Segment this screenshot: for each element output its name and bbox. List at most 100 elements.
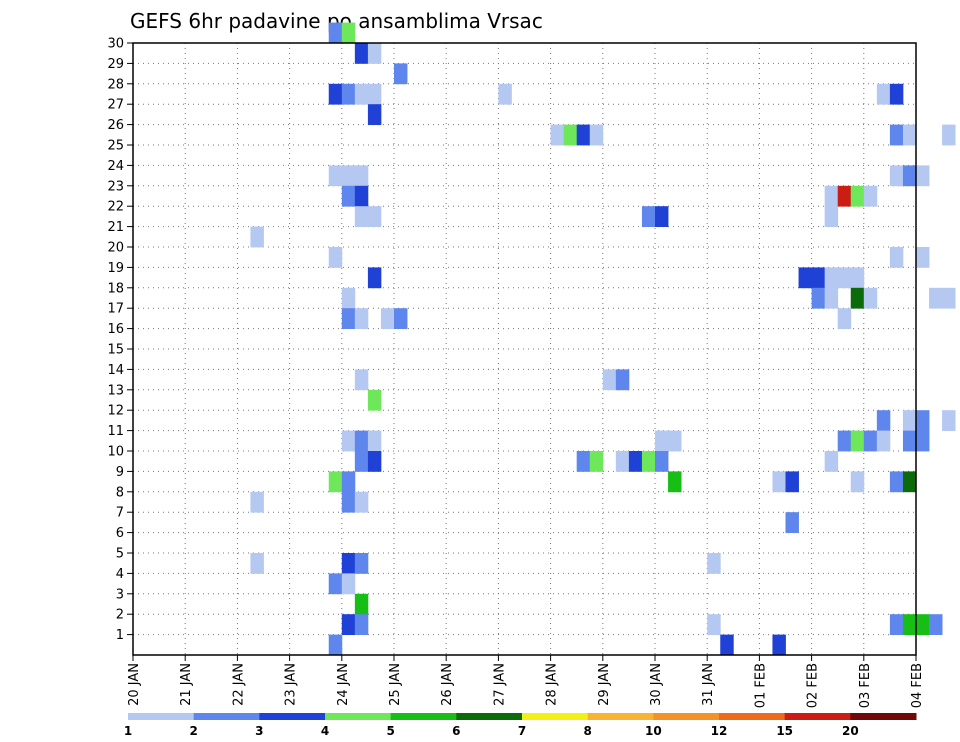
heatmap-cell <box>328 634 343 656</box>
heatmap-cell <box>328 22 343 44</box>
heatmap-cell <box>916 614 930 635</box>
heatmap-cell <box>354 553 369 574</box>
heatmap-cell <box>341 491 356 513</box>
heatmap-cell <box>785 471 799 493</box>
heatmap-cell <box>889 83 904 105</box>
x-tick-label: 20 JAN <box>127 663 142 706</box>
heatmap-cell <box>615 369 630 391</box>
heatmap-cell <box>720 634 734 656</box>
heatmap-cell <box>707 553 721 574</box>
heatmap-cell <box>628 451 643 472</box>
heatmap-cell <box>850 185 865 207</box>
heatmap-cell <box>942 410 956 431</box>
y-tick-label: 21 <box>107 220 124 235</box>
heatmap-cell <box>889 124 904 146</box>
legend-label: 20 <box>842 724 859 738</box>
heatmap-cell <box>902 471 917 493</box>
heatmap-cells <box>250 22 956 656</box>
heatmap-cell <box>655 206 669 227</box>
heatmap-cell <box>367 389 382 411</box>
heatmap-cell <box>837 185 852 207</box>
heatmap-cell <box>250 553 264 574</box>
heatmap-cell <box>863 185 878 207</box>
heatmap-cell <box>641 206 656 227</box>
heatmap-cell <box>354 451 369 472</box>
heatmap-cell <box>354 206 369 227</box>
legend-label: 12 <box>711 724 728 738</box>
legend-swatch <box>128 713 195 720</box>
y-tick-label: 7 <box>116 506 124 521</box>
heatmap-cell <box>811 267 826 289</box>
legend-swatch <box>587 713 654 720</box>
legend-swatch <box>390 713 457 720</box>
heatmap-cell <box>837 267 852 289</box>
x-tick-label: 01 FEB <box>753 663 768 708</box>
heatmap-cell <box>341 83 356 105</box>
heatmap-cell <box>707 614 721 635</box>
heatmap-cell <box>367 430 382 452</box>
heatmap-cell <box>916 430 930 452</box>
legend-label: 5 <box>386 724 394 738</box>
heatmap-cell <box>916 410 930 431</box>
heatmap-cell <box>641 451 656 472</box>
y-tick-label: 25 <box>107 139 124 154</box>
heatmap-cell <box>850 430 865 452</box>
heatmap-cell <box>850 471 865 493</box>
heatmap-cell <box>837 308 852 329</box>
heatmap-cell <box>902 410 917 431</box>
heatmap-cell <box>863 287 878 309</box>
legend-swatch <box>784 713 851 720</box>
heatmap-cell <box>889 247 904 268</box>
x-tick-label: 23 JAN <box>284 663 299 706</box>
heatmap-cell <box>942 287 956 309</box>
heatmap-cell <box>563 124 578 146</box>
heatmap-cell <box>850 267 865 289</box>
y-tick-label: 2 <box>116 608 124 623</box>
y-tick-label: 9 <box>116 465 124 480</box>
heatmap-cell <box>394 308 408 329</box>
y-tick-label: 11 <box>107 424 124 439</box>
legend-swatch <box>193 713 260 720</box>
y-tick-label: 8 <box>116 485 124 500</box>
heatmap-cell <box>902 430 917 452</box>
heatmap-cell <box>498 83 512 105</box>
heatmap-cell <box>850 287 865 309</box>
heatmap-cell <box>576 124 591 146</box>
legend-label: 2 <box>189 724 197 738</box>
legend-swatch <box>456 713 523 720</box>
heatmap-cell <box>341 614 356 635</box>
legend-label: 6 <box>452 724 460 738</box>
heatmap-cell <box>550 124 565 146</box>
y-tick-label: 27 <box>107 98 124 113</box>
heatmap-cell <box>929 287 943 309</box>
heatmap-cell <box>876 83 891 105</box>
y-tick-label: 4 <box>116 567 124 582</box>
heatmap-cell <box>341 185 356 207</box>
legend-label: 7 <box>518 724 526 738</box>
heatmap-cell <box>328 247 343 268</box>
heatmap-cell <box>354 491 369 513</box>
legend-swatch <box>719 713 786 720</box>
color-legend: 1 2 3 4 5 6 7 8 10 12 15 20 <box>124 713 917 738</box>
x-tick-label: 30 JAN <box>649 663 664 706</box>
heatmap-cell <box>328 165 343 187</box>
legend-swatch <box>325 713 392 720</box>
x-tick-label: 24 JAN <box>336 663 351 706</box>
heatmap-cell <box>380 308 395 329</box>
x-tick-label: 03 FEB <box>858 663 873 708</box>
heatmap-cell <box>876 430 891 452</box>
heatmap-cell <box>341 553 356 574</box>
heatmap-cell <box>341 471 356 493</box>
x-tick-label: 31 JAN <box>701 663 716 706</box>
legend-swatch <box>850 713 917 720</box>
heatmap-cell <box>902 165 917 187</box>
x-tick-label: 28 JAN <box>545 663 560 706</box>
x-tick-label: 25 JAN <box>388 663 403 706</box>
heatmap-cell <box>576 451 591 472</box>
heatmap-cell <box>354 185 369 207</box>
heatmap-cell <box>615 451 630 472</box>
y-tick-label: 12 <box>107 404 124 419</box>
y-tick-label: 23 <box>107 179 124 194</box>
y-tick-label: 28 <box>107 77 124 92</box>
heatmap-cell <box>250 491 264 513</box>
